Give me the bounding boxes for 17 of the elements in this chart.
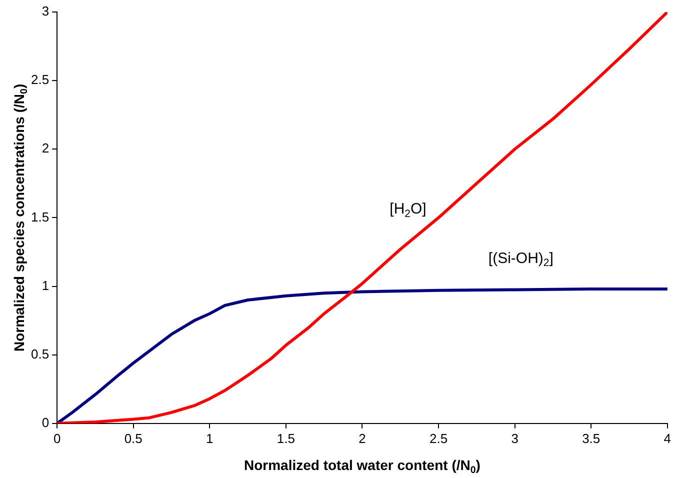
y-tick-label: 0 [42,414,50,430]
x-tick-label: 0.5 [124,430,142,446]
y-tick-label: 2 [42,140,50,156]
y-tick-label: 2.5 [30,72,50,88]
x-tick-label: 2.5 [429,430,448,446]
y-tick-label: 1 [42,278,50,293]
x-tick-label: 1 [206,430,214,446]
y-tick-label: 3 [42,4,50,19]
x-tick-label: 2 [358,430,366,446]
x-tick-label: 3.5 [582,430,600,446]
y-tick-label: 0.5 [30,346,50,362]
x-tick-label: 4 [664,430,671,446]
x-tick-label: 3 [511,430,518,446]
x-tick-label: 1.5 [276,430,295,446]
y-axis-title: Normalized species concentrations (/N0) [10,84,30,352]
y-tick-label: 1.5 [30,209,50,224]
x-tick-label: 0 [53,430,61,446]
